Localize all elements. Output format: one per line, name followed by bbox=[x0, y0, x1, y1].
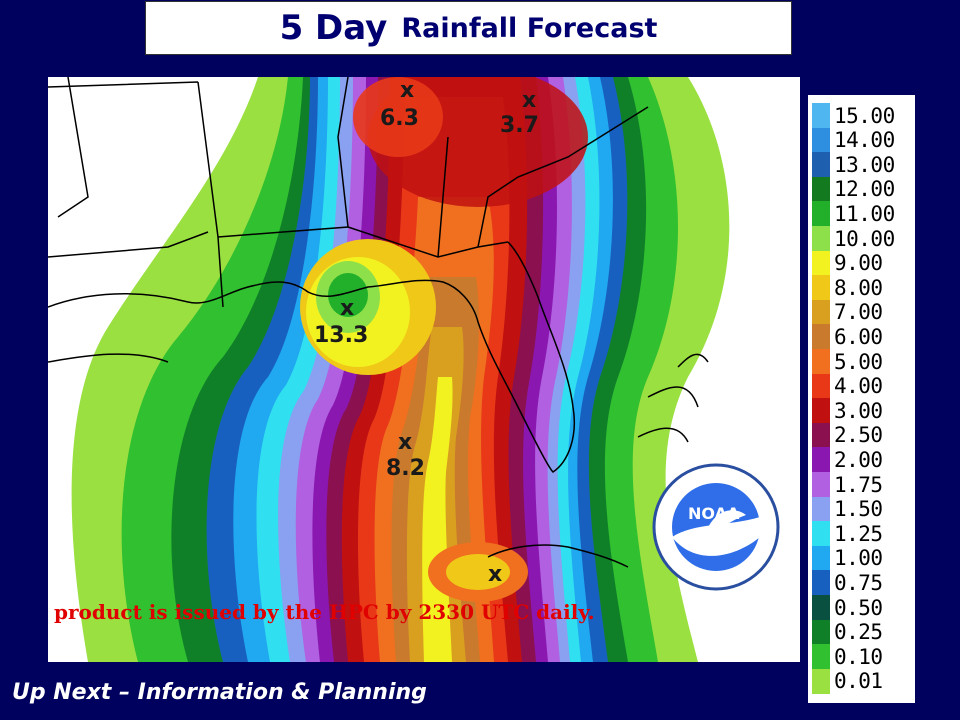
legend-label: 8.00 bbox=[834, 275, 883, 300]
legend-row: 14.00 bbox=[808, 127, 915, 153]
marker-4: x 8.2 bbox=[386, 430, 425, 481]
legend-swatch bbox=[812, 226, 830, 251]
legend-swatch bbox=[812, 545, 830, 571]
title-main: 5 Day bbox=[279, 8, 388, 48]
legend-row: 11.00 bbox=[808, 201, 915, 227]
legend-label: 0.50 bbox=[834, 595, 883, 620]
legend-row: 3.00 bbox=[808, 398, 915, 424]
legend-label: 2.50 bbox=[834, 423, 883, 448]
legend-row: 0.25 bbox=[808, 619, 915, 645]
legend-swatch bbox=[812, 472, 830, 497]
legend-label: 0.25 bbox=[834, 620, 883, 645]
legend-row: 8.00 bbox=[808, 275, 915, 301]
legend-swatch bbox=[812, 644, 830, 670]
legend-label: 13.00 bbox=[834, 152, 895, 177]
map-graphic: x 6.3 x 3.7 x 13.3 x 8.2 x bbox=[48, 77, 800, 662]
marker-value: 6.3 bbox=[380, 106, 419, 131]
legend-swatch bbox=[812, 127, 830, 153]
legend-row: 10.00 bbox=[808, 226, 915, 251]
legend-row: 12.00 bbox=[808, 176, 915, 202]
marker-3: x 13.3 bbox=[314, 296, 368, 348]
legend-swatch bbox=[812, 595, 830, 620]
legend-label: 6.00 bbox=[834, 324, 883, 349]
legend-row: 5.00 bbox=[808, 349, 915, 374]
legend-row: 1.50 bbox=[808, 496, 915, 522]
legend-swatch bbox=[812, 103, 830, 128]
legend-row: 13.00 bbox=[808, 152, 915, 178]
legend-swatch bbox=[812, 373, 830, 399]
product-note: product is issued by the HPC by 2330 UTC… bbox=[54, 600, 595, 624]
slide-title: 5 Day Rainfall Forecast bbox=[145, 1, 792, 55]
legend-label: 15.00 bbox=[834, 103, 895, 128]
legend-row: 6.00 bbox=[808, 324, 915, 350]
legend-row: 1.75 bbox=[808, 472, 915, 497]
footer-text: Up Next – Information & Planning bbox=[12, 680, 427, 705]
marker-value: 8.2 bbox=[386, 456, 425, 481]
legend-row: 0.75 bbox=[808, 570, 915, 596]
marker-2: x 3.7 bbox=[500, 88, 539, 138]
rainfall-bands bbox=[71, 77, 730, 662]
legend-swatch bbox=[812, 422, 830, 448]
legend-label: 12.00 bbox=[834, 177, 895, 202]
legend-label: 9.00 bbox=[834, 251, 883, 276]
legend-swatch bbox=[812, 299, 830, 325]
legend-row: 2.00 bbox=[808, 447, 915, 473]
legend-label: 10.00 bbox=[834, 226, 895, 251]
legend-row: 0.50 bbox=[808, 595, 915, 620]
title-sub: Rainfall Forecast bbox=[401, 12, 658, 44]
marker-value: 13.3 bbox=[314, 323, 368, 348]
rainfall-legend: 15.00 14.00 13.00 12.00 11.00 10.00 9.00 8.00 7.… bbox=[808, 95, 915, 703]
boundary-lines bbox=[48, 77, 709, 568]
legend-swatch bbox=[812, 201, 830, 227]
legend-label: 4.00 bbox=[834, 374, 883, 399]
legend-swatch bbox=[812, 668, 830, 694]
legend-label: 11.00 bbox=[834, 201, 895, 226]
noaa-logo: NOAA bbox=[652, 463, 780, 591]
legend-label: 2.00 bbox=[834, 447, 883, 472]
legend-row: 7.00 bbox=[808, 299, 915, 325]
legend-row: 15.00 bbox=[808, 103, 915, 128]
marker-1: x 6.3 bbox=[380, 78, 419, 131]
legend-row: 0.10 bbox=[808, 644, 915, 670]
legend-swatch bbox=[812, 349, 830, 374]
legend-label: 0.75 bbox=[834, 570, 883, 595]
legend-label: 3.00 bbox=[834, 398, 883, 423]
legend-label: 1.75 bbox=[834, 472, 883, 497]
rainfall-map: x 6.3 x 3.7 x 13.3 x 8.2 x bbox=[48, 77, 800, 662]
legend-row: 2.50 bbox=[808, 422, 915, 448]
marker-value: 3.7 bbox=[500, 113, 539, 138]
legend-label: 1.00 bbox=[834, 546, 883, 571]
legend-label: 0.01 bbox=[834, 669, 883, 694]
legend-swatch bbox=[812, 250, 830, 276]
legend-row: 4.00 bbox=[808, 373, 915, 399]
legend-row: 1.25 bbox=[808, 521, 915, 547]
svg-text:x: x bbox=[340, 296, 354, 321]
svg-text:x: x bbox=[488, 562, 502, 587]
legend-swatch bbox=[812, 176, 830, 202]
legend-swatch bbox=[812, 447, 830, 473]
legend-row: 9.00 bbox=[808, 250, 915, 276]
legend-label: 7.00 bbox=[834, 300, 883, 325]
legend-label: 14.00 bbox=[834, 128, 895, 153]
legend-label: 1.50 bbox=[834, 497, 883, 522]
marker-5: x bbox=[488, 562, 502, 587]
legend-swatch bbox=[812, 275, 830, 301]
rainfall-markers: x 6.3 x 3.7 x 13.3 x 8.2 x bbox=[314, 78, 539, 587]
legend-row: 1.00 bbox=[808, 545, 915, 571]
noaa-text: NOAA bbox=[688, 504, 740, 523]
legend-swatch bbox=[812, 619, 830, 645]
legend-swatch bbox=[812, 152, 830, 178]
svg-text:x: x bbox=[400, 78, 414, 103]
legend-swatch bbox=[812, 521, 830, 547]
legend-row: 0.01 bbox=[808, 668, 915, 694]
legend-swatch bbox=[812, 398, 830, 424]
legend-label: 5.00 bbox=[834, 349, 883, 374]
svg-text:x: x bbox=[398, 430, 412, 455]
legend-label: 0.10 bbox=[834, 644, 883, 669]
legend-swatch bbox=[812, 496, 830, 522]
legend-swatch bbox=[812, 570, 830, 596]
svg-text:x: x bbox=[522, 88, 536, 113]
legend-label: 1.25 bbox=[834, 521, 883, 546]
legend-swatch bbox=[812, 324, 830, 350]
